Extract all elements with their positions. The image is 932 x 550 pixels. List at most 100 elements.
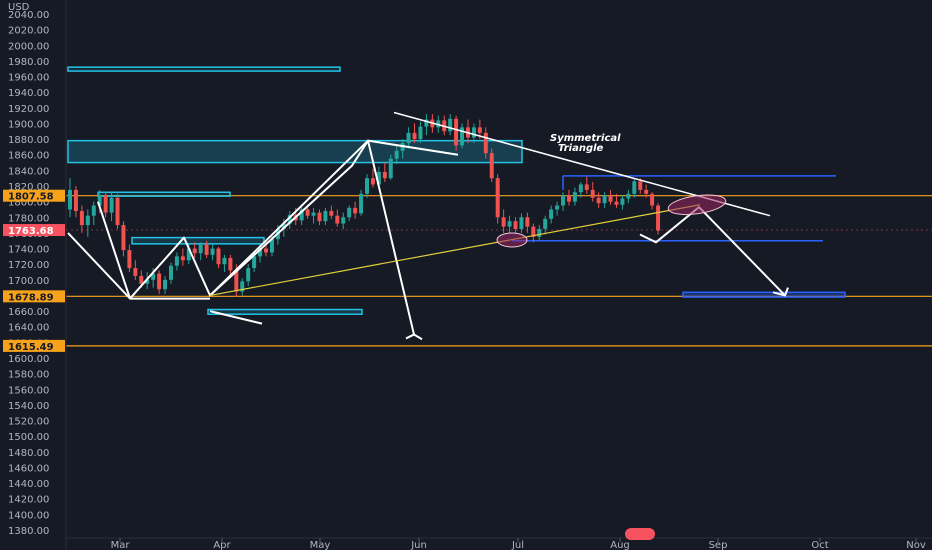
candle-body xyxy=(329,211,334,216)
candle-body xyxy=(145,279,150,284)
x-tick-label: Oct xyxy=(811,540,828,550)
x-tick-label: May xyxy=(310,540,331,550)
candle-body xyxy=(382,171,387,179)
candle-body xyxy=(228,257,233,271)
candle-body xyxy=(495,178,500,218)
price-tag-label: 1678.89 xyxy=(8,292,54,303)
candle-body xyxy=(566,195,571,202)
breakout-ellipse xyxy=(667,194,727,216)
price-tag-bg xyxy=(3,224,65,237)
candle-body xyxy=(477,127,482,133)
candle-body xyxy=(359,193,364,214)
candle-body xyxy=(513,221,518,229)
y-tick-label: 1740.00 xyxy=(8,245,49,256)
price-tag-bg xyxy=(3,339,65,352)
y-tick-label: 1880.00 xyxy=(8,135,49,146)
x-tick-label: Nov xyxy=(906,540,926,550)
candle-body xyxy=(163,279,168,290)
event-badge[interactable] xyxy=(625,528,655,540)
y-tick-label: 1600.00 xyxy=(8,354,49,365)
candles xyxy=(68,114,661,298)
price-tag-bg xyxy=(3,290,65,303)
y-tick-label: 1940.00 xyxy=(8,88,49,99)
supply-zone-top xyxy=(67,66,341,72)
candle-body xyxy=(406,132,411,143)
y-tick-label: 2040.00 xyxy=(8,10,49,21)
y-tick-label: 1820.00 xyxy=(8,182,49,193)
candle-body xyxy=(109,197,114,213)
wedge-upper xyxy=(97,201,131,299)
y-tick-label: 1900.00 xyxy=(8,119,49,130)
time-axis: Mar Apr May Jun Jul Aug Sep Oct Nov xyxy=(66,537,932,550)
arrow-head-1 xyxy=(405,333,423,341)
candle-body xyxy=(186,248,191,261)
y-tick-label: 1480.00 xyxy=(8,448,49,459)
y-tick-label: 1720.00 xyxy=(8,260,49,271)
candle-body xyxy=(73,189,78,212)
projection-path xyxy=(639,206,786,297)
candle-body xyxy=(489,153,494,179)
target-zone xyxy=(682,291,846,298)
candle-body xyxy=(127,250,132,269)
candle-body xyxy=(370,178,375,185)
zone-mar xyxy=(97,191,231,197)
impulse-line xyxy=(209,139,459,297)
drawings xyxy=(67,111,789,341)
price-tag-label: 1807.58 xyxy=(8,192,54,203)
candle-body xyxy=(543,218,548,229)
y-tick-label: 1400.00 xyxy=(8,510,49,521)
y-tick-label: 1840.00 xyxy=(8,166,49,177)
x-tick-label: Aug xyxy=(610,540,630,550)
candle-body xyxy=(210,248,215,255)
y-tick-label: 2000.00 xyxy=(8,41,49,52)
candle-body xyxy=(335,215,340,224)
candle-body xyxy=(590,189,595,198)
low-extension xyxy=(209,310,263,325)
candle-body xyxy=(460,127,465,146)
candle-body xyxy=(317,212,322,222)
candle-body xyxy=(353,207,358,214)
candle-body xyxy=(246,268,251,282)
y-tick-label: 1460.00 xyxy=(8,463,49,474)
candle-body xyxy=(507,221,512,227)
price-axis-bg xyxy=(0,0,66,550)
candle-body xyxy=(602,195,607,204)
annotation-line-2: Triangle xyxy=(558,143,604,154)
candle-body xyxy=(412,132,417,140)
candle-body xyxy=(620,198,625,205)
candle-body xyxy=(192,248,197,254)
x-tick-label: Jun xyxy=(410,540,427,550)
candle-body xyxy=(234,270,239,292)
y-tick-label: 1780.00 xyxy=(8,213,49,224)
candle-body xyxy=(103,195,108,213)
candle-body xyxy=(656,205,661,231)
price-tags: 1807.58 1763.68 1678.89 1615.49 xyxy=(3,189,65,353)
currency-label: USD xyxy=(8,2,30,13)
candle-body xyxy=(561,195,566,206)
y-tick-label: 1520.00 xyxy=(8,417,49,428)
y-tick-label: 1540.00 xyxy=(8,401,49,412)
candle-body xyxy=(632,181,637,194)
candle-body xyxy=(626,193,631,199)
candle-body xyxy=(572,192,577,202)
candle-body xyxy=(168,265,173,280)
candle-body xyxy=(614,201,619,205)
candle-body xyxy=(240,281,245,292)
candle-body xyxy=(341,217,346,224)
candle-body xyxy=(519,217,524,229)
candle-body xyxy=(537,229,542,237)
candle-body xyxy=(436,120,441,128)
candle-body xyxy=(388,158,393,179)
y-tick-label: 1920.00 xyxy=(8,104,49,115)
x-tick-label: Sep xyxy=(709,540,728,550)
event-badge-bg xyxy=(625,528,655,540)
candle-body xyxy=(139,275,144,284)
y-tick-label: 1660.00 xyxy=(8,307,49,318)
candle-body xyxy=(97,195,102,206)
y-tick-label: 1640.00 xyxy=(8,323,49,334)
candle-body xyxy=(222,257,227,265)
candle-body xyxy=(483,132,488,154)
candle-body xyxy=(252,256,257,269)
